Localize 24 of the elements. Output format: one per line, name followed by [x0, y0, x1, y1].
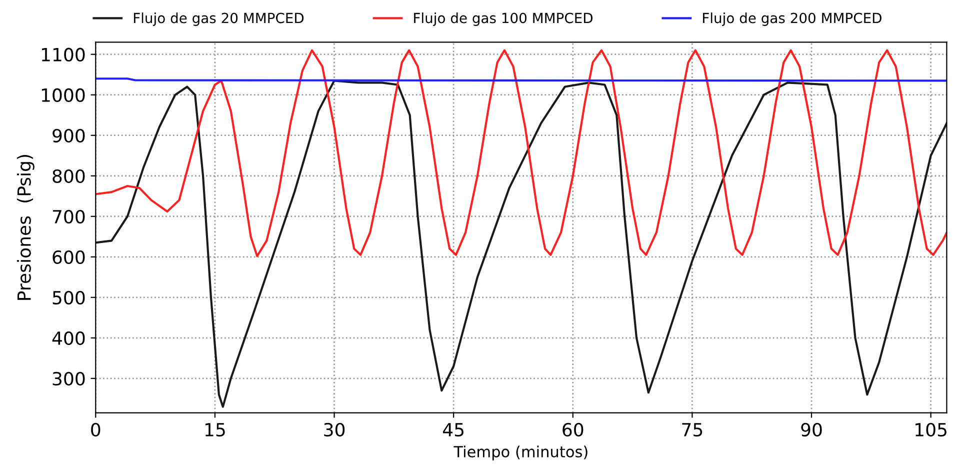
x-tick-label: 30 — [324, 422, 345, 437]
legend-label: Flujo de gas 20 MMPCED — [134, 12, 304, 26]
y-tick-label: 700 — [52, 210, 85, 224]
x-tick-label: 75 — [682, 423, 702, 437]
x-tick-label: 105 — [916, 422, 946, 437]
legend-label: Flujo de gas 100 MMPCED — [414, 12, 593, 26]
y-tick-label: 800 — [52, 169, 85, 183]
y-tick-label: 300 — [52, 372, 85, 386]
x-tick-label: 60 — [562, 422, 584, 437]
y-tick-label: 500 — [52, 290, 85, 305]
x-tick-label: 15 — [205, 423, 225, 437]
x-axis-title: Tiempo (minutos) — [454, 446, 588, 460]
y-tick-label: 1000 — [42, 88, 85, 102]
x-tick-label: 0 — [91, 422, 100, 437]
y-axis-title: Presiones (Psig) — [16, 154, 34, 300]
legend-label: Flujo de gas 200 MMPCED — [703, 12, 882, 26]
line-series — [96, 49, 947, 258]
x-tick-label: 90 — [801, 422, 822, 437]
x-tick-label: 45 — [442, 423, 464, 437]
y-tick-label: 1100 — [42, 48, 85, 62]
y-tick-label: 400 — [52, 331, 85, 346]
y-tick-label: 600 — [52, 250, 85, 264]
line-series — [96, 80, 947, 408]
y-tick-label: 900 — [52, 128, 85, 142]
